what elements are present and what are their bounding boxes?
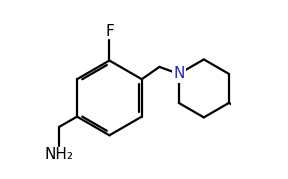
Text: F: F: [105, 24, 114, 39]
Text: N: N: [173, 66, 184, 81]
Text: NH₂: NH₂: [45, 147, 74, 161]
